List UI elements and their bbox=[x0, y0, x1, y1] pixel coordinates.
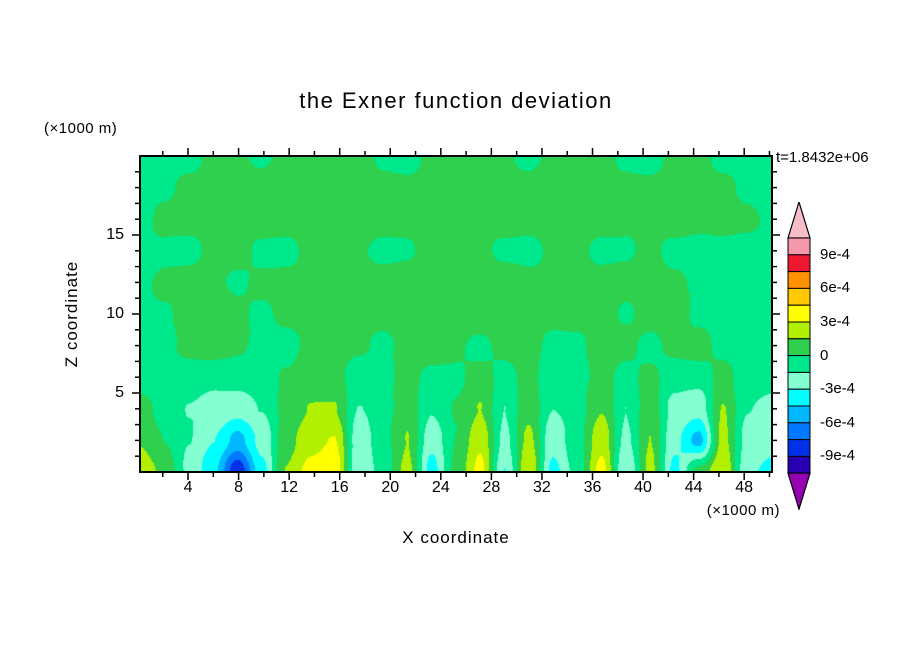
colorbar-cell bbox=[787, 254, 811, 273]
colorbar-cell bbox=[787, 439, 811, 457]
colorbar-cell bbox=[787, 338, 811, 357]
x-tick-label: 44 bbox=[684, 479, 703, 496]
colorbar-cell bbox=[787, 405, 811, 424]
x-axis-unit-label: (×1000 m) bbox=[706, 502, 780, 519]
colorbar-over-arrow bbox=[787, 202, 811, 239]
colorbar-cell bbox=[787, 455, 811, 474]
x-tick-label: 8 bbox=[234, 479, 244, 496]
x-tick-label: 36 bbox=[583, 479, 602, 496]
contour-field-canvas bbox=[140, 156, 772, 472]
y-axis-label: Z coordinate bbox=[62, 260, 81, 368]
colorbar-under-arrow bbox=[787, 472, 811, 510]
colorbar bbox=[787, 202, 811, 510]
colorbar-cell bbox=[787, 287, 811, 306]
colorbar-cell bbox=[787, 271, 811, 289]
x-tick-label: 24 bbox=[431, 479, 450, 496]
y-tick-label: 15 bbox=[106, 226, 124, 243]
x-tick-label: 16 bbox=[330, 479, 349, 496]
colorbar-cell bbox=[787, 371, 811, 390]
colorbar-cell bbox=[787, 237, 811, 256]
plot-border bbox=[139, 155, 773, 473]
y-tick-label: 5 bbox=[115, 384, 124, 401]
axes-frame bbox=[132, 148, 780, 480]
x-tick-label: 12 bbox=[280, 479, 299, 496]
colorbar-tick-label: -6e-4 bbox=[820, 413, 856, 431]
x-tick-label: 20 bbox=[381, 479, 400, 496]
colorbar-tick-label: 3e-4 bbox=[820, 313, 851, 330]
y-tick-label: 10 bbox=[106, 305, 124, 322]
x-tick-label: 28 bbox=[482, 479, 501, 496]
colorbar-tick-label: 6e-4 bbox=[820, 279, 851, 297]
x-tick-label: 48 bbox=[735, 479, 754, 496]
colorbar-cell bbox=[787, 388, 811, 407]
x-tick-label: 40 bbox=[634, 479, 652, 496]
x-axis-label: X coordinate bbox=[402, 528, 510, 547]
colorbar-tick-label: -9e-4 bbox=[820, 447, 856, 465]
time-annotation: t=1.8432e+06 bbox=[776, 149, 869, 166]
colorbar-cell bbox=[787, 304, 811, 323]
colorbar-tick-label: -3e-4 bbox=[820, 380, 856, 398]
colorbar-cell bbox=[787, 355, 811, 373]
colorbar-tick-label: 9e-4 bbox=[820, 245, 851, 263]
y-axis-unit-label: (×1000 m) bbox=[44, 120, 118, 137]
x-tick-label: 32 bbox=[533, 479, 551, 496]
colorbar-cell bbox=[787, 321, 811, 340]
colorbar-tick-label: 0 bbox=[820, 346, 829, 364]
colorbar-cell bbox=[787, 422, 811, 441]
chart-title: the Exner function deviation bbox=[299, 88, 613, 113]
x-tick-label: 4 bbox=[183, 479, 193, 496]
